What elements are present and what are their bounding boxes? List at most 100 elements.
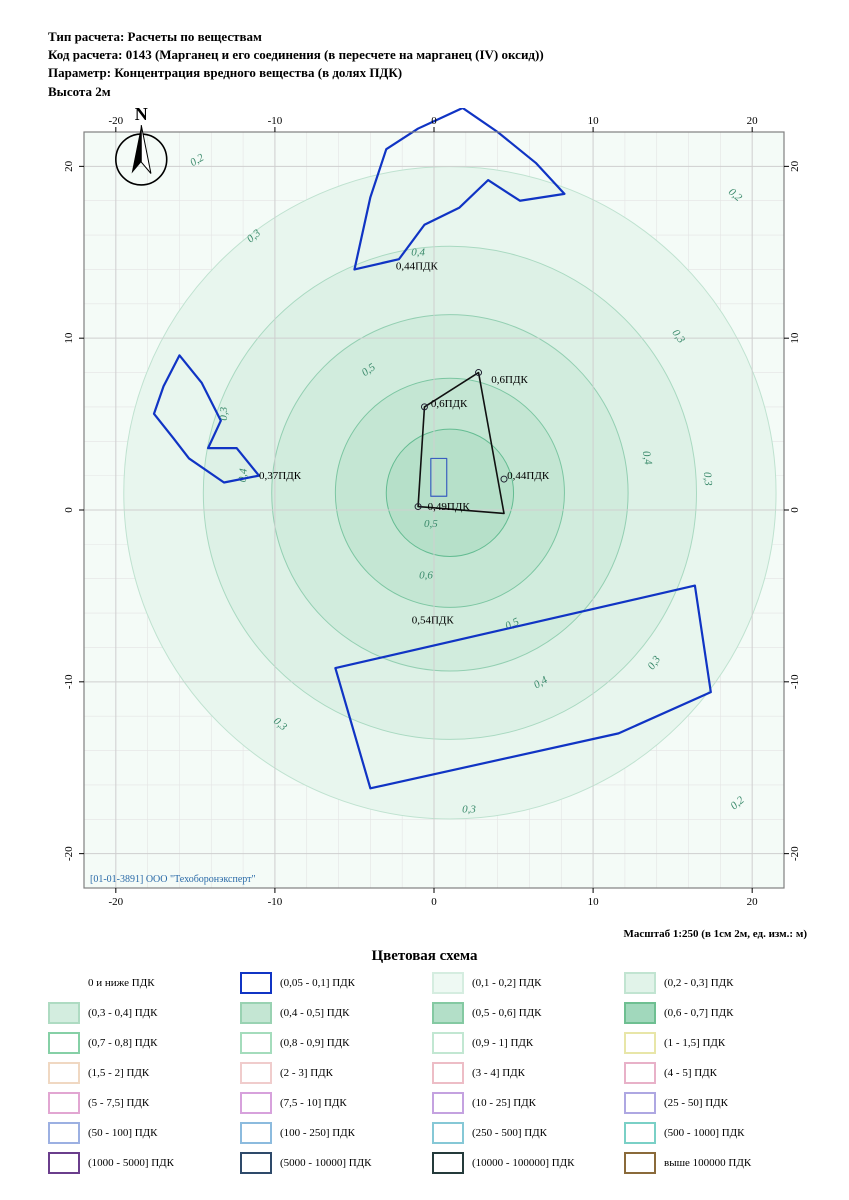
legend-swatch — [624, 1152, 656, 1174]
svg-text:0,4: 0,4 — [411, 247, 425, 259]
legend-item: (0,6 - 0,7] ПДК — [624, 1002, 808, 1024]
header-line-2: Код расчета: 0143 (Марганец и его соедин… — [48, 46, 544, 64]
legend-label: (4 - 5] ПДК — [664, 1067, 717, 1079]
legend-item: (0,2 - 0,3] ПДК — [624, 972, 808, 994]
legend-item: (0,1 - 0,2] ПДК — [432, 972, 616, 994]
svg-text:0,5: 0,5 — [424, 518, 438, 530]
legend-item: 0 и ниже ПДК — [48, 972, 232, 994]
legend-title: Цветовая схема — [0, 948, 849, 965]
legend-label: (50 - 100] ПДК — [88, 1127, 158, 1139]
header-line-1: Тип расчета: Расчеты по веществам — [48, 28, 544, 46]
legend-label: выше 100000 ПДК — [664, 1157, 751, 1169]
legend-swatch — [48, 972, 80, 994]
page: Тип расчета: Расчеты по веществам Код ра… — [0, 0, 849, 1200]
legend-label: (1 - 1,5] ПДК — [664, 1037, 725, 1049]
legend-label: (0,8 - 0,9] ПДК — [280, 1037, 350, 1049]
svg-text:-10: -10 — [268, 115, 283, 127]
legend-label: (10 - 25] ПДК — [472, 1097, 536, 1109]
legend-swatch — [48, 1152, 80, 1174]
legend-item: (1000 - 5000] ПДК — [48, 1152, 232, 1174]
feature-label: 0,44ПДК — [507, 470, 550, 482]
svg-text:N: N — [135, 108, 148, 124]
legend-swatch — [240, 1002, 272, 1024]
legend-label: (0,6 - 0,7] ПДК — [664, 1007, 734, 1019]
legend-item: (5 - 7,5] ПДК — [48, 1092, 232, 1114]
legend-label: (0,05 - 0,1] ПДК — [280, 977, 355, 989]
legend-swatch — [240, 1032, 272, 1054]
svg-text:0,3: 0,3 — [701, 471, 714, 486]
legend-swatch — [48, 1002, 80, 1024]
feature-label: 0,44ПДК — [396, 260, 439, 272]
header-block: Тип расчета: Расчеты по веществам Код ра… — [48, 28, 544, 101]
header-line-3: Параметр: Концентрация вредного вещества… — [48, 64, 544, 82]
svg-text:-20: -20 — [108, 896, 123, 908]
svg-text:0,3: 0,3 — [462, 803, 476, 815]
legend-item: (50 - 100] ПДК — [48, 1122, 232, 1144]
legend-item: (5000 - 10000] ПДК — [240, 1152, 424, 1174]
legend-label: (0,9 - 1] ПДК — [472, 1037, 533, 1049]
legend-item: (4 - 5] ПДК — [624, 1062, 808, 1084]
legend-item: выше 100000 ПДК — [624, 1152, 808, 1174]
legend-label: (0,7 - 0,8] ПДК — [88, 1037, 158, 1049]
contour-chart-svg: 0,20,20,20,30,30,30,30,30,30,30,40,40,40… — [48, 108, 808, 918]
feature-label: 0,49ПДК — [428, 501, 471, 513]
legend-label: (0,1 - 0,2] ПДК — [472, 977, 542, 989]
legend-item: (25 - 50] ПДК — [624, 1092, 808, 1114]
legend-swatch — [240, 1122, 272, 1144]
svg-text:0: 0 — [431, 115, 437, 127]
legend-swatch — [240, 1062, 272, 1084]
legend-label: 0 и ниже ПДК — [88, 977, 155, 989]
legend-label: (25 - 50] ПДК — [664, 1097, 728, 1109]
legend-swatch — [240, 1152, 272, 1174]
svg-text:0: 0 — [431, 896, 437, 908]
svg-text:10: 10 — [63, 332, 75, 344]
svg-text:20: 20 — [63, 160, 75, 172]
legend-swatch — [48, 1062, 80, 1084]
svg-text:-20: -20 — [789, 846, 801, 861]
header-line-4: Высота 2м — [48, 83, 544, 101]
legend-item: (0,05 - 0,1] ПДК — [240, 972, 424, 994]
legend-item: (0,4 - 0,5] ПДК — [240, 1002, 424, 1024]
legend-label: (500 - 1000] ПДК — [664, 1127, 745, 1139]
svg-text:20: 20 — [747, 896, 759, 908]
legend-grid: 0 и ниже ПДК (0,05 - 0,1] ПДК (0,1 - 0,2] … — [48, 972, 808, 1174]
legend-label: (250 - 500] ПДК — [472, 1127, 547, 1139]
legend-label: (0,3 - 0,4] ПДК — [88, 1007, 158, 1019]
legend-swatch — [624, 1122, 656, 1144]
svg-text:0,6: 0,6 — [419, 570, 433, 582]
legend-item: (500 - 1000] ПДК — [624, 1122, 808, 1144]
scale-label: Масштаб 1:250 (в 1см 2м, ед. изм.: м) — [624, 928, 807, 940]
legend-swatch — [48, 1032, 80, 1054]
legend-label: (1,5 - 2] ПДК — [88, 1067, 149, 1079]
svg-text:10: 10 — [789, 332, 801, 344]
legend-swatch — [432, 1002, 464, 1024]
legend-item: (0,3 - 0,4] ПДК — [48, 1002, 232, 1024]
chart-area: 0,20,20,20,30,30,30,30,30,30,30,40,40,40… — [48, 108, 808, 918]
legend-swatch — [624, 972, 656, 994]
legend-swatch — [432, 972, 464, 994]
legend-label: (0,2 - 0,3] ПДК — [664, 977, 734, 989]
legend-label: (5000 - 10000] ПДК — [280, 1157, 372, 1169]
legend-label: (3 - 4] ПДК — [472, 1067, 525, 1079]
feature-label: 0,54ПДК — [412, 614, 455, 626]
legend-item: (0,5 - 0,6] ПДК — [432, 1002, 616, 1024]
feature-label: 0,6ПДК — [431, 398, 468, 410]
legend-item: (10 - 25] ПДК — [432, 1092, 616, 1114]
legend-item: (7,5 - 10] ПДК — [240, 1092, 424, 1114]
svg-text:0,4: 0,4 — [640, 450, 654, 466]
legend-item: (2 - 3] ПДК — [240, 1062, 424, 1084]
legend-label: (1000 - 5000] ПДК — [88, 1157, 174, 1169]
legend-swatch — [624, 1062, 656, 1084]
legend-swatch — [432, 1032, 464, 1054]
legend-label: (100 - 250] ПДК — [280, 1127, 355, 1139]
feature-label: 0,37ПДК — [259, 470, 302, 482]
legend-item: (0,9 - 1] ПДК — [432, 1032, 616, 1054]
svg-text:-20: -20 — [108, 115, 123, 127]
legend-swatch — [624, 1032, 656, 1054]
svg-text:0: 0 — [63, 507, 75, 513]
attribution-label: [01-01-3891] ООО "Техоборонэксперт" — [90, 874, 256, 885]
legend-label: (5 - 7,5] ПДК — [88, 1097, 149, 1109]
legend-swatch — [432, 1152, 464, 1174]
svg-text:-10: -10 — [63, 674, 75, 689]
svg-text:0: 0 — [789, 507, 801, 513]
